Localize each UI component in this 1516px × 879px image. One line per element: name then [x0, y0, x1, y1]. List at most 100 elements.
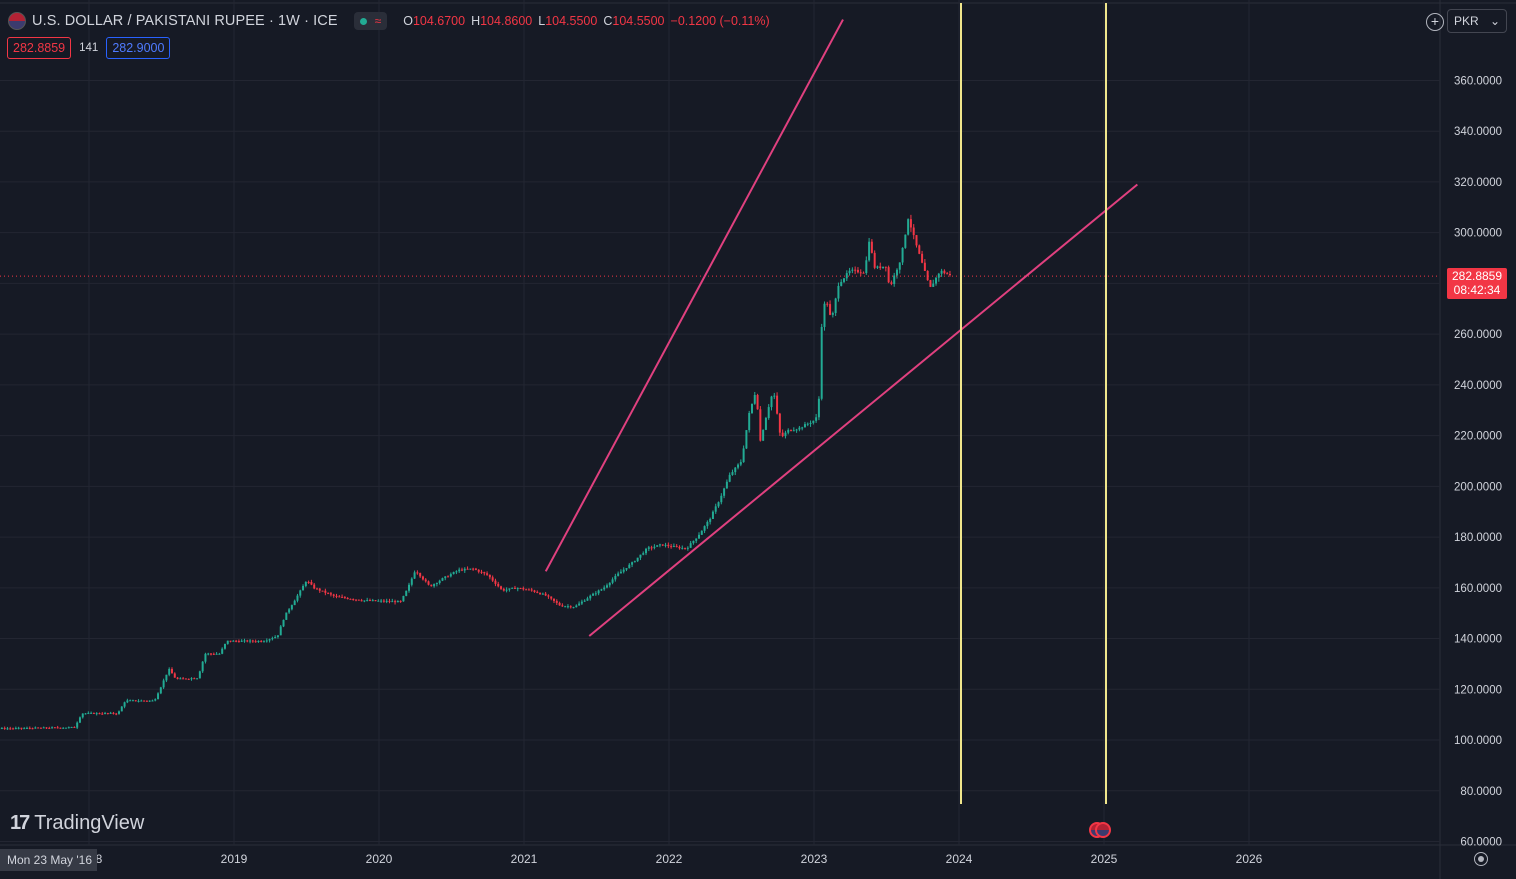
- candle-body: [840, 281, 843, 286]
- price-tick-label: 260.0000: [1454, 329, 1502, 341]
- price-tick-label: 200.0000: [1454, 481, 1502, 493]
- candle-body: [795, 429, 798, 431]
- candle-body: [357, 599, 360, 601]
- candle-body: [243, 640, 246, 642]
- candle-body: [302, 585, 305, 591]
- candle-body: [639, 554, 642, 558]
- candle-body: [664, 544, 667, 546]
- candle-body: [380, 600, 383, 602]
- candle-body: [555, 600, 558, 603]
- candle-body: [536, 591, 539, 593]
- candle-body: [87, 712, 90, 714]
- economic-events[interactable]: [1089, 822, 1111, 838]
- candle-body: [689, 543, 692, 548]
- candle-body: [505, 589, 508, 591]
- candle-body: [193, 678, 196, 680]
- candle-body: [564, 606, 567, 608]
- candle-body: [204, 653, 207, 662]
- candle-body: [608, 582, 611, 586]
- candle-body: [402, 595, 405, 602]
- candle-body: [458, 569, 461, 572]
- price-tick-label: 320.0000: [1454, 177, 1502, 189]
- candle-body: [474, 568, 477, 570]
- candle-body: [408, 584, 411, 591]
- candle-body: [184, 678, 187, 680]
- ohlc-legend: O104.6700 H104.8600 L104.5500 C104.5500 …: [403, 14, 770, 28]
- candle-body: [366, 600, 369, 602]
- candle-body: [441, 578, 444, 581]
- sell-button[interactable]: 282.8859: [7, 37, 72, 59]
- candle-body: [226, 640, 229, 644]
- candle-body: [764, 417, 767, 430]
- candle-body: [218, 653, 221, 655]
- currency-select[interactable]: PKR ⌄: [1447, 9, 1507, 33]
- candle-body: [527, 589, 530, 591]
- add-symbol-button[interactable]: +: [1426, 13, 1444, 31]
- candle-body: [92, 712, 95, 714]
- buy-button[interactable]: 282.9000: [106, 37, 171, 59]
- price-tick-label: 160.0000: [1454, 583, 1502, 595]
- candle-body: [296, 595, 299, 601]
- candle-body: [315, 588, 318, 590]
- candle-body: [500, 586, 503, 589]
- candle-body: [720, 495, 723, 503]
- candle-body: [419, 573, 422, 577]
- candle-body: [196, 678, 199, 680]
- settings-icon[interactable]: [1474, 852, 1488, 866]
- candle-body: [84, 713, 87, 715]
- candle-body: [895, 269, 898, 276]
- us-event-icon[interactable]: [1095, 822, 1111, 838]
- candle-body: [37, 727, 40, 729]
- time-tick-label: 2026: [1236, 852, 1263, 866]
- candle-body: [447, 576, 450, 578]
- candle-body: [714, 506, 717, 512]
- candle-body: [742, 448, 745, 463]
- candle-body: [352, 599, 355, 601]
- candle-body: [170, 668, 173, 674]
- candle-body: [854, 269, 857, 271]
- candle-body: [70, 726, 73, 728]
- candle-body: [658, 544, 661, 546]
- candle-body: [318, 588, 321, 591]
- candle-body: [826, 303, 829, 305]
- candle-body: [104, 713, 107, 715]
- candle-body: [628, 564, 631, 569]
- candle-body: [656, 545, 659, 547]
- tradingview-logo[interactable]: 17 TradingView: [10, 812, 144, 835]
- candle-body: [725, 481, 728, 489]
- candle-body: [34, 727, 37, 729]
- market-status-pill[interactable]: ≈: [353, 12, 388, 30]
- candle-body: [405, 590, 408, 596]
- candle-body: [254, 641, 257, 643]
- candle-body: [159, 687, 162, 694]
- candle-body: [848, 270, 851, 274]
- price-tick-label: 180.0000: [1454, 532, 1502, 544]
- symbol-title[interactable]: U.S. DOLLAR / PAKISTANI RUPEE · 1W · ICE: [32, 13, 338, 29]
- candle-body: [95, 713, 98, 715]
- candle-body: [433, 584, 436, 587]
- candle-body: [851, 269, 854, 271]
- candle-body: [444, 576, 447, 579]
- candle-body: [460, 569, 463, 571]
- last-price-tag: 282.8859 08:42:34: [1447, 268, 1507, 299]
- time-tick-label: 2024: [946, 852, 973, 866]
- price-tick-label: 300.0000: [1454, 228, 1502, 240]
- candle-body: [56, 727, 59, 729]
- candle-body: [201, 661, 204, 672]
- bar-countdown: 08:42:34: [1453, 283, 1501, 297]
- candle-body: [876, 266, 879, 268]
- candle-body: [631, 562, 634, 565]
- candle-body: [837, 285, 840, 299]
- candle-body: [553, 598, 556, 601]
- time-tick-label: 2021: [511, 852, 538, 866]
- candle-body: [937, 273, 940, 278]
- candle-body: [240, 640, 243, 642]
- candle-body: [472, 568, 475, 570]
- chevron-down-icon: ⌄: [1489, 14, 1500, 28]
- price-tick-label: 120.0000: [1454, 684, 1502, 696]
- candle-body: [67, 727, 70, 729]
- candle-body: [157, 693, 160, 700]
- candle-body: [391, 601, 394, 603]
- candle-body: [940, 270, 943, 274]
